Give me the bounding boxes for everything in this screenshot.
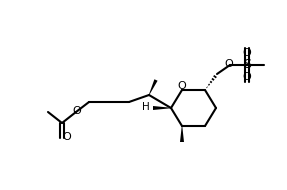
Text: S: S	[243, 59, 251, 71]
Text: O: O	[243, 48, 251, 58]
Text: O: O	[225, 59, 233, 69]
Text: O: O	[243, 72, 251, 82]
Polygon shape	[149, 79, 158, 95]
Text: O: O	[178, 81, 186, 91]
Polygon shape	[180, 126, 184, 142]
Text: O: O	[63, 132, 71, 142]
Text: H: H	[142, 102, 150, 112]
Polygon shape	[153, 106, 171, 110]
Text: O: O	[73, 106, 82, 116]
